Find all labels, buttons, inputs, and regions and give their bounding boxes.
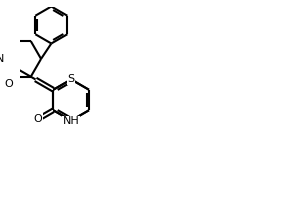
Text: N: N [0,54,4,64]
Text: S: S [68,74,75,84]
Text: O: O [4,79,14,89]
Text: NH: NH [63,116,80,126]
Text: O: O [34,114,43,124]
